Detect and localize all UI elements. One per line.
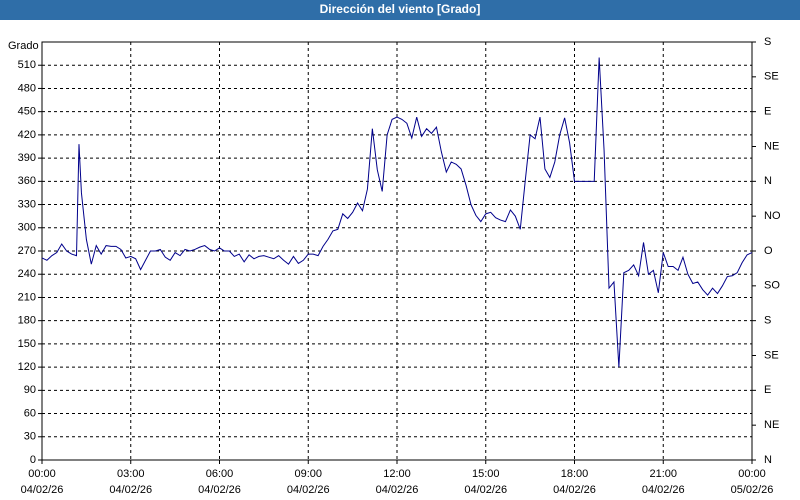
y-tick-label: 390 [18,152,36,164]
x-tick-date: 04/02/26 [21,484,64,496]
y-tick-label: 270 [18,245,36,257]
y-tick-label: 240 [18,268,36,280]
x-tick-label: 12:00 [383,468,411,480]
data-line [41,57,753,368]
y-tick-label: 60 [24,407,36,419]
y-tick-label: 360 [18,175,36,187]
y-tick-label: 210 [18,291,36,303]
chart-title: Dirección del viento [Grado] [320,2,481,16]
y2-tick-label: E [764,106,771,118]
y-tick-label: 30 [24,431,36,443]
x-tick-label: 06:00 [206,468,234,480]
x-tick-label: 15:00 [472,468,500,480]
y2-tick-label: S [764,315,771,327]
y-tick-label: 120 [18,361,36,373]
y2-tick-label: SE [764,71,779,83]
y2-tick-label: S [764,36,771,48]
x-tick-date: 04/02/26 [553,484,596,496]
x-tick-date: 04/02/26 [642,484,685,496]
y2-tick-label: NE [764,140,779,152]
x-tick-label: 18:00 [561,468,589,480]
y-tick-label: 300 [18,222,36,234]
y-tick-label: 180 [18,315,36,327]
y-tick-label: 330 [18,198,36,210]
y-tick-label: 150 [18,338,36,350]
x-tick-label: 00:00 [738,468,766,480]
y-axis-label: Grado [8,40,39,52]
y2-tick-label: E [764,384,771,396]
x-tick-date: 04/02/26 [464,484,507,496]
x-tick-label: 21:00 [649,468,677,480]
x-tick-date: 04/02/26 [376,484,419,496]
y2-tick-label: N [764,175,772,187]
x-tick-date: 04/02/26 [198,484,241,496]
x-tick-date: 05/02/26 [731,484,774,496]
y-tick-label: 480 [18,82,36,94]
x-tick-date: 04/02/26 [287,484,330,496]
x-tick-label: 09:00 [294,468,322,480]
y2-tick-label: N [764,454,772,466]
title-bar [0,0,800,20]
y2-tick-label: SE [764,349,779,361]
y2-tick-label: NE [764,419,779,431]
y-tick-label: 0 [30,454,36,466]
y-tick-label: 420 [18,129,36,141]
y2-tick-label: O [764,245,773,257]
y2-tick-label: NO [764,210,781,222]
y-tick-label: 450 [18,106,36,118]
y-tick-label: 90 [24,384,36,396]
x-tick-label: 03:00 [117,468,145,480]
y2-tick-label: SO [764,280,780,292]
x-tick-date: 04/02/26 [109,484,152,496]
x-tick-label: 00:00 [28,468,56,480]
y-tick-label: 510 [18,59,36,71]
